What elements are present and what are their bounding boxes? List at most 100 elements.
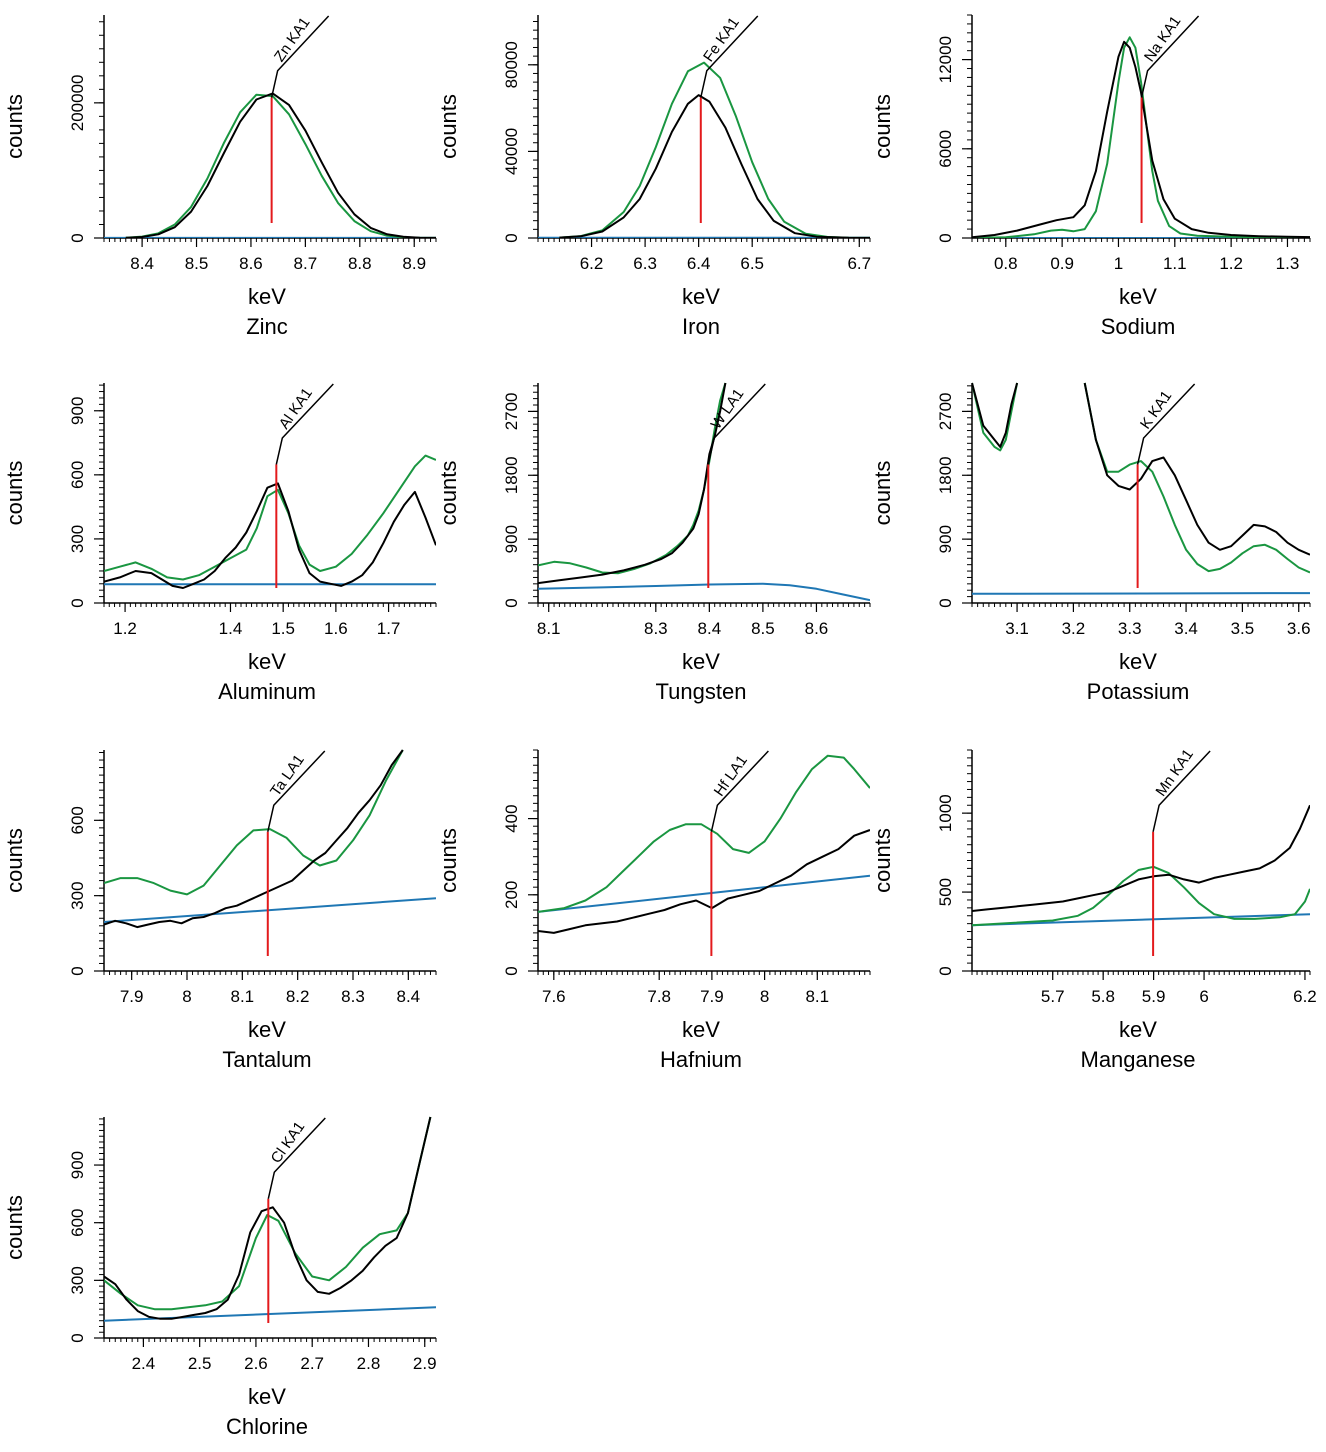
x-tick-label-iron: 6.4 xyxy=(687,254,711,273)
x-tick-label-aluminum: 1.2 xyxy=(113,619,137,638)
x-tick-label-sodium: 1 xyxy=(1114,254,1123,273)
y-tick-label-tungsten: 2700 xyxy=(502,392,521,430)
y-tick-label-hafnium: 0 xyxy=(502,966,521,975)
x-tick-label-aluminum: 1.7 xyxy=(377,619,401,638)
y-tick-label-hafnium: 200 xyxy=(502,881,521,909)
x-tick-label-hafnium: 7.8 xyxy=(647,987,671,1006)
x-tick-label-sodium: 1.1 xyxy=(1163,254,1187,273)
fit-series-line-tungsten xyxy=(538,382,727,575)
line-leader-aluminum xyxy=(275,383,334,465)
y-axis-label-iron: counts xyxy=(436,94,461,159)
panel-title-potassium: Potassium xyxy=(1087,679,1190,704)
y-tick-label-chlorine: 900 xyxy=(68,1151,87,1179)
fit-series-line-sodium xyxy=(972,36,1310,238)
y-tick-label-aluminum: 900 xyxy=(68,397,87,425)
x-tick-label-manganese: 5.8 xyxy=(1091,987,1115,1006)
y-tick-label-chlorine: 300 xyxy=(68,1266,87,1294)
x-tick-label-iron: 6.7 xyxy=(847,254,871,273)
y-axis-label-sodium: counts xyxy=(870,94,895,159)
fit-series-line-iron xyxy=(559,61,870,238)
x-tick-label-chlorine: 2.8 xyxy=(357,1354,381,1373)
line-leader-zinc xyxy=(270,15,330,98)
measured-series-line-iron xyxy=(559,94,870,238)
x-tick-label-sodium: 0.9 xyxy=(1050,254,1074,273)
x-tick-label-chlorine: 2.5 xyxy=(188,1354,212,1373)
y-tick-label-tungsten: 1800 xyxy=(502,456,521,494)
x-tick-label-potassium: 3.3 xyxy=(1118,619,1142,638)
panel-title-zinc: Zinc xyxy=(246,314,288,339)
y-axis-label-zinc: counts xyxy=(2,94,27,159)
x-tick-label-aluminum: 1.6 xyxy=(324,619,348,638)
x-axis-label-manganese: keV xyxy=(1119,1017,1157,1042)
x-tick-label-zinc: 8.8 xyxy=(348,254,372,273)
line-leader-tantalum xyxy=(267,750,326,832)
y-axis-label-manganese: counts xyxy=(870,828,895,893)
x-axis-label-hafnium: keV xyxy=(682,1017,720,1042)
x-tick-label-sodium: 1.3 xyxy=(1276,254,1300,273)
y-tick-label-chlorine: 0 xyxy=(68,1333,87,1342)
x-tick-label-aluminum: 1.5 xyxy=(271,619,295,638)
line-leader-potassium xyxy=(1136,383,1196,465)
x-tick-label-tantalum: 8.2 xyxy=(286,987,310,1006)
x-tick-label-aluminum: 1.4 xyxy=(219,619,243,638)
x-tick-label-zinc: 8.4 xyxy=(130,254,154,273)
panel-title-tantalum: Tantalum xyxy=(222,1047,311,1072)
y-tick-label-manganese: 0 xyxy=(936,966,955,975)
measured-series-line-tantalum xyxy=(104,749,404,929)
background-series-line-potassium xyxy=(972,592,1310,595)
x-axis-label-zinc: keV xyxy=(248,284,286,309)
x-tick-label-hafnium: 7.6 xyxy=(542,987,566,1006)
x-axis-label-iron: keV xyxy=(682,284,720,309)
measured-series-line-aluminum xyxy=(104,482,436,589)
panel-sodium: 0.8 0.9 1 1.1 1.2 1.3 0 6000 12000 counts keV Sodiu… xyxy=(870,13,1311,339)
x-axis-label-potassium: keV xyxy=(1119,649,1157,674)
y-tick-label-hafnium: 400 xyxy=(502,804,521,832)
x-tick-label-tungsten: 8.6 xyxy=(805,619,829,638)
panel-title-iron: Iron xyxy=(682,314,720,339)
y-axis-label-hafnium: counts xyxy=(436,828,461,893)
x-tick-label-hafnium: 7.9 xyxy=(700,987,724,1006)
measured-series-line-manganese xyxy=(972,804,1310,912)
measured-series-line-sodium xyxy=(972,40,1310,238)
y-tick-label-aluminum: 0 xyxy=(68,598,87,607)
x-tick-label-iron: 6.3 xyxy=(633,254,657,273)
fit-series-line-potassium xyxy=(1083,382,1310,574)
fit-series-line-tantalum xyxy=(104,749,404,896)
y-tick-label-sodium: 0 xyxy=(936,233,955,242)
fit-series-line-hafnium xyxy=(538,754,870,913)
x-tick-label-potassium: 3.1 xyxy=(1005,619,1029,638)
x-tick-label-zinc: 8.7 xyxy=(294,254,318,273)
y-tick-label-tantalum: 0 xyxy=(68,966,87,975)
y-tick-label-tantalum: 300 xyxy=(68,881,87,909)
fit-series-line-chlorine xyxy=(104,1116,432,1311)
background-series-line-hafnium xyxy=(538,874,870,913)
panel-potassium: 3.1 3.2 3.3 3.4 3.5 3.6 0 900 1800 2700 counts keV P… xyxy=(870,382,1311,704)
y-tick-label-manganese: 1000 xyxy=(936,794,955,832)
y-tick-label-iron: 40000 xyxy=(502,128,521,175)
measured-series-line-zinc xyxy=(125,92,436,238)
x-tick-label-potassium: 3.4 xyxy=(1174,619,1198,638)
x-tick-label-tantalum: 8.1 xyxy=(231,987,255,1006)
x-tick-label-tantalum: 8.3 xyxy=(341,987,365,1006)
x-tick-label-manganese: 5.9 xyxy=(1142,987,1166,1006)
fit-series-line-aluminum xyxy=(104,454,436,581)
y-axis-label-aluminum: counts xyxy=(2,461,27,526)
x-tick-label-tantalum: 7.9 xyxy=(120,987,144,1006)
y-tick-label-potassium: 2700 xyxy=(936,392,955,430)
background-series-line-tungsten xyxy=(538,582,870,602)
x-axis-label-sodium: keV xyxy=(1119,284,1157,309)
x-tick-label-manganese: 6 xyxy=(1199,987,1208,1006)
panel-manganese: 5.7 5.8 5.9 6 6.205001000countskeVManganeseM… xyxy=(870,746,1317,1072)
fit-series-line-potassium xyxy=(972,382,1019,452)
x-tick-label-chlorine: 2.9 xyxy=(413,1354,437,1373)
y-tick-label-zinc: 200000 xyxy=(68,74,87,131)
fit-series-line-zinc xyxy=(125,93,436,238)
measured-series-line-hafnium xyxy=(538,829,870,934)
panel-zinc: 8.4 8.5 8.6 8.7 8.8 8.90200000countskeVZincZn… xyxy=(2,14,437,339)
line-leader-tungsten xyxy=(707,383,766,465)
x-tick-label-chlorine: 2.6 xyxy=(244,1354,268,1373)
measured-series-line-chlorine xyxy=(104,1116,432,1320)
x-tick-label-zinc: 8.6 xyxy=(239,254,263,273)
panel-iron: 6.2 6.3 6.4 6.5 6.704000080000countskeVIronF… xyxy=(436,14,871,339)
